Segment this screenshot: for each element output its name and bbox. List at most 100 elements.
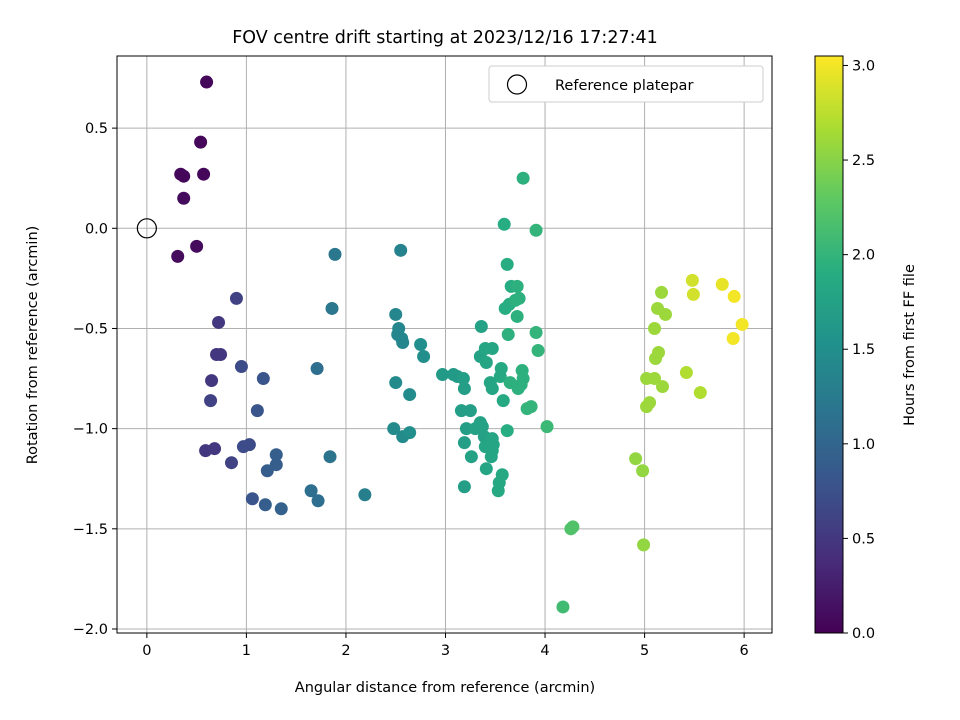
scatter-point bbox=[457, 436, 471, 450]
scatter-point bbox=[496, 394, 510, 408]
y-tick-label: 0.0 bbox=[85, 221, 108, 237]
scatter-point bbox=[269, 448, 283, 462]
scatter-point bbox=[403, 388, 417, 402]
scatter-point bbox=[686, 287, 700, 301]
scatter-point bbox=[566, 520, 580, 534]
scatter-point bbox=[514, 378, 528, 392]
scatter-point bbox=[516, 171, 530, 185]
x-tick-label: 4 bbox=[540, 643, 549, 659]
scatter-point bbox=[194, 135, 208, 149]
scatter-point bbox=[679, 366, 693, 380]
scatter-point bbox=[177, 169, 191, 183]
scatter-point bbox=[501, 327, 515, 341]
y-tick-label: −2.0 bbox=[73, 622, 108, 638]
scatter-point bbox=[205, 374, 219, 388]
reference-platepar-marker bbox=[136, 218, 157, 239]
data-points bbox=[171, 75, 749, 614]
scatter-point bbox=[323, 450, 337, 464]
scatter-point bbox=[200, 75, 214, 89]
reference-point-layer bbox=[136, 218, 157, 239]
scatter-point bbox=[387, 422, 401, 436]
plot-frame bbox=[116, 55, 773, 634]
scatter-point bbox=[529, 325, 543, 339]
x-tick-label: 2 bbox=[341, 643, 350, 659]
scatter-point bbox=[310, 362, 324, 376]
scatter-point bbox=[258, 498, 272, 512]
x-tick-label: 0 bbox=[142, 643, 151, 659]
scatter-point bbox=[250, 404, 264, 418]
scatter-point bbox=[463, 404, 477, 418]
scatter-point bbox=[456, 372, 470, 386]
scatter-point bbox=[655, 285, 669, 299]
scatter-point bbox=[485, 342, 499, 356]
colorbar-tick-label: 3.0 bbox=[852, 58, 875, 74]
colorbar: 0.0 0.5 1.0 1.5 2.0 2.5 3.0 Hours from first F… bbox=[814, 55, 918, 642]
colorbar-tick-label: 1.0 bbox=[852, 437, 875, 453]
scatter-point bbox=[389, 307, 403, 321]
scatter-point bbox=[497, 217, 511, 231]
scatter-point bbox=[685, 273, 699, 287]
scatter-point bbox=[474, 319, 488, 333]
scatter-point bbox=[735, 317, 749, 331]
scatter-point bbox=[485, 382, 499, 396]
scatter-point bbox=[457, 382, 471, 396]
x-tick-label: 3 bbox=[441, 643, 450, 659]
scatter-point bbox=[484, 450, 498, 464]
legend-label: Reference platepar bbox=[555, 78, 693, 94]
scatter-point bbox=[304, 484, 318, 498]
scatter-point bbox=[629, 452, 643, 466]
scatter-point bbox=[325, 301, 339, 315]
scatter-point bbox=[457, 480, 471, 494]
scatter-point bbox=[643, 396, 657, 410]
legend-box bbox=[488, 65, 764, 103]
chart-title: FOV centre drift starting at 2023/12/16 … bbox=[232, 28, 658, 48]
scatter-point bbox=[540, 420, 554, 434]
scatter-point bbox=[459, 422, 473, 436]
y-axis-label: Rotation from reference (arcmin) bbox=[25, 226, 41, 465]
scatter-point bbox=[197, 167, 211, 181]
scatter-point bbox=[414, 338, 428, 351]
scatter-point bbox=[510, 309, 524, 323]
y-tick-label: −1.5 bbox=[73, 522, 108, 538]
scatter-point bbox=[311, 494, 325, 508]
legend: Reference platepar bbox=[488, 65, 764, 103]
scatter-point bbox=[715, 277, 729, 291]
colorbar-tick-label: 1.5 bbox=[852, 342, 875, 358]
scatter-point bbox=[245, 492, 259, 506]
y-tick-label: 0.5 bbox=[85, 121, 108, 137]
scatter-point bbox=[204, 394, 218, 408]
scatter-point bbox=[358, 488, 372, 502]
scatter-point bbox=[529, 223, 543, 237]
legend-marker-open-circle-icon bbox=[506, 74, 528, 95]
scatter-point bbox=[500, 424, 514, 438]
x-tick-label: 5 bbox=[640, 643, 649, 659]
scatter-point bbox=[417, 350, 431, 364]
scatter-point bbox=[212, 315, 226, 329]
scatter-point bbox=[208, 442, 222, 456]
scatter-point bbox=[436, 368, 450, 382]
colorbar-label: Hours from first FF file bbox=[902, 264, 918, 426]
scatter-point bbox=[214, 348, 228, 362]
scatter-point bbox=[389, 376, 403, 390]
scatter-point bbox=[656, 380, 670, 394]
scatter-point bbox=[177, 191, 191, 205]
scatter-point bbox=[479, 462, 493, 476]
colorbar-tick-label: 2.0 bbox=[852, 248, 875, 264]
scatter-point bbox=[512, 291, 526, 305]
grid bbox=[117, 56, 772, 633]
scatter-point bbox=[454, 404, 468, 418]
scatter-point bbox=[493, 370, 507, 384]
y-tick-label: −1.0 bbox=[73, 422, 108, 438]
x-tick-label: 1 bbox=[242, 643, 251, 659]
scatter-point bbox=[479, 356, 493, 370]
scatter-point bbox=[328, 247, 342, 261]
scatter-point bbox=[274, 502, 288, 516]
scatter-point bbox=[190, 239, 204, 253]
scatter-point bbox=[652, 346, 666, 360]
scatter-point bbox=[224, 456, 238, 470]
scatter-point bbox=[636, 464, 650, 478]
x-tick-label: 6 bbox=[740, 643, 749, 659]
scatter-point bbox=[637, 538, 651, 552]
scatter-point bbox=[727, 289, 741, 303]
